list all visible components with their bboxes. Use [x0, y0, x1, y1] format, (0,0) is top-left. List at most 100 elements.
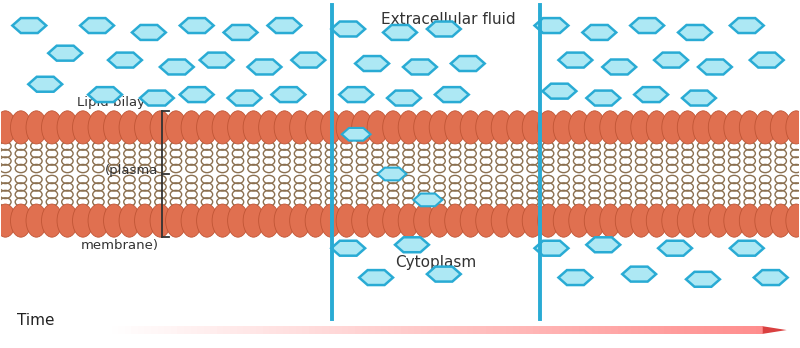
Polygon shape — [383, 25, 417, 40]
Polygon shape — [737, 326, 743, 334]
Polygon shape — [542, 84, 576, 98]
Ellipse shape — [166, 204, 186, 237]
Polygon shape — [466, 326, 474, 334]
Polygon shape — [158, 326, 164, 334]
Ellipse shape — [445, 204, 466, 237]
Ellipse shape — [212, 111, 233, 144]
Polygon shape — [634, 87, 668, 102]
Polygon shape — [664, 326, 670, 334]
Ellipse shape — [0, 111, 16, 144]
Ellipse shape — [538, 111, 558, 144]
Polygon shape — [638, 326, 644, 334]
Polygon shape — [125, 326, 131, 334]
Polygon shape — [658, 241, 692, 256]
Polygon shape — [552, 326, 559, 334]
Polygon shape — [184, 326, 190, 334]
Ellipse shape — [398, 204, 419, 237]
Polygon shape — [382, 326, 388, 334]
Ellipse shape — [445, 111, 466, 144]
Ellipse shape — [693, 204, 714, 237]
Polygon shape — [750, 53, 784, 68]
Ellipse shape — [352, 111, 372, 144]
Ellipse shape — [0, 204, 16, 237]
Ellipse shape — [724, 111, 745, 144]
Polygon shape — [678, 326, 684, 334]
Polygon shape — [329, 326, 335, 334]
Ellipse shape — [321, 204, 342, 237]
Polygon shape — [500, 326, 506, 334]
Ellipse shape — [460, 111, 481, 144]
Polygon shape — [486, 326, 493, 334]
Polygon shape — [401, 326, 407, 334]
Ellipse shape — [181, 204, 202, 237]
Polygon shape — [151, 326, 158, 334]
Polygon shape — [586, 237, 620, 252]
Ellipse shape — [305, 204, 326, 237]
Polygon shape — [331, 241, 365, 256]
Ellipse shape — [166, 111, 186, 144]
Polygon shape — [434, 326, 441, 334]
Polygon shape — [270, 326, 276, 334]
Polygon shape — [204, 326, 210, 334]
Polygon shape — [427, 22, 461, 37]
Ellipse shape — [134, 111, 155, 144]
Polygon shape — [348, 326, 355, 334]
Polygon shape — [578, 326, 585, 334]
Ellipse shape — [119, 204, 140, 237]
Ellipse shape — [491, 204, 512, 237]
Ellipse shape — [88, 111, 109, 144]
Ellipse shape — [646, 204, 667, 237]
Text: Time: Time — [18, 313, 55, 328]
Ellipse shape — [662, 204, 682, 237]
Polygon shape — [200, 53, 234, 68]
Polygon shape — [698, 60, 732, 74]
Polygon shape — [533, 326, 539, 334]
Polygon shape — [322, 326, 329, 334]
Polygon shape — [368, 326, 374, 334]
Text: membrane): membrane) — [81, 239, 158, 252]
Polygon shape — [276, 326, 282, 334]
Polygon shape — [534, 241, 569, 256]
Ellipse shape — [569, 111, 590, 144]
Polygon shape — [247, 60, 282, 74]
Ellipse shape — [26, 204, 46, 237]
Polygon shape — [164, 326, 170, 334]
Ellipse shape — [414, 111, 434, 144]
Polygon shape — [335, 326, 342, 334]
Polygon shape — [388, 326, 394, 334]
Polygon shape — [743, 326, 750, 334]
Polygon shape — [223, 326, 230, 334]
Polygon shape — [118, 326, 125, 334]
Polygon shape — [762, 326, 786, 334]
Ellipse shape — [197, 204, 218, 237]
Ellipse shape — [258, 111, 279, 144]
Polygon shape — [282, 326, 289, 334]
Ellipse shape — [274, 204, 295, 237]
Polygon shape — [414, 193, 442, 206]
Ellipse shape — [538, 204, 558, 237]
Ellipse shape — [739, 204, 760, 237]
Ellipse shape — [274, 111, 295, 144]
Polygon shape — [447, 326, 454, 334]
Ellipse shape — [724, 204, 745, 237]
Ellipse shape — [228, 111, 248, 144]
Ellipse shape — [73, 111, 94, 144]
Polygon shape — [197, 326, 204, 334]
Polygon shape — [271, 87, 306, 102]
Ellipse shape — [10, 204, 31, 237]
Polygon shape — [414, 326, 421, 334]
Polygon shape — [572, 326, 578, 334]
Polygon shape — [703, 326, 710, 334]
Ellipse shape — [382, 111, 403, 144]
Polygon shape — [190, 326, 197, 334]
Ellipse shape — [554, 111, 574, 144]
Text: Extracellular fluid: Extracellular fluid — [381, 12, 515, 27]
Ellipse shape — [73, 204, 94, 237]
Polygon shape — [331, 22, 365, 37]
Polygon shape — [710, 326, 717, 334]
Polygon shape — [427, 267, 461, 282]
Ellipse shape — [336, 111, 357, 144]
Polygon shape — [374, 326, 382, 334]
Ellipse shape — [42, 111, 62, 144]
Ellipse shape — [103, 111, 124, 144]
